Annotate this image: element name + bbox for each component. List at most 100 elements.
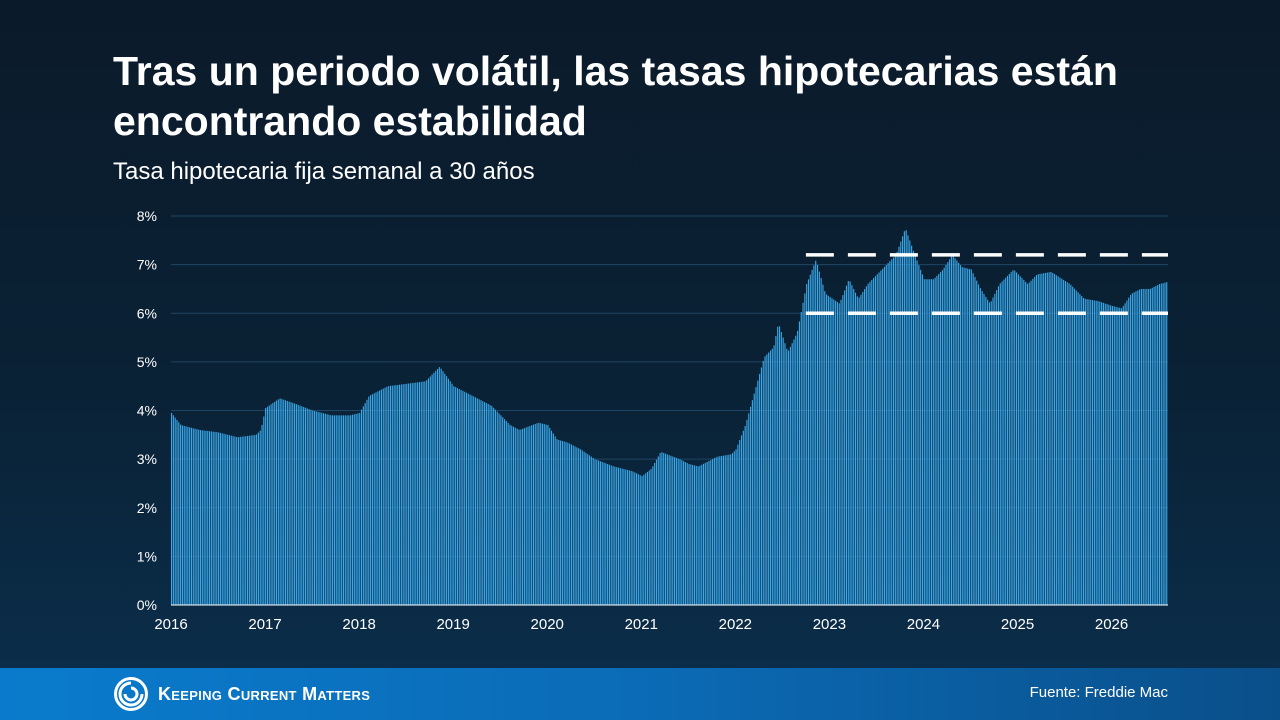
bar [377,391,379,605]
bar [862,291,864,605]
bar [811,270,813,605]
bar [954,258,956,605]
bar [1133,292,1135,605]
bar [883,266,886,605]
bar [429,376,431,605]
bar [867,283,869,605]
bar [639,475,641,605]
bar [344,415,346,605]
bar [199,430,202,605]
bar [892,257,895,605]
bar [1061,278,1063,605]
bar [1139,289,1141,605]
bar [1153,286,1155,605]
bar [529,426,531,605]
bar [464,391,466,605]
bar [864,289,866,605]
bar [474,397,477,605]
bar [909,240,911,605]
bar [726,455,728,605]
bar [1043,273,1045,605]
bar [1081,296,1083,605]
bar [319,412,321,605]
bar [225,434,227,605]
bar [1144,288,1146,605]
bar [1120,308,1123,605]
bar [207,430,209,605]
bar [404,383,406,605]
bar [979,288,981,605]
bar [1108,304,1110,605]
bar [663,452,665,605]
bar [896,251,898,605]
bar [458,388,460,605]
bar [485,403,487,605]
bar [777,326,779,605]
bar [681,460,683,605]
bar [455,387,457,605]
brand-name: Keeping Current Matters [158,683,371,704]
bar [614,466,616,605]
bar [997,286,1000,605]
bar [930,279,933,605]
bar [1072,286,1074,605]
bar [733,451,735,605]
bar [721,455,723,605]
bar [187,426,189,605]
bar [283,399,285,605]
bar [471,395,473,605]
bar [531,425,533,605]
bar [536,423,538,605]
bar [626,469,629,605]
bar [1104,303,1106,605]
bar [386,386,388,605]
bar [469,394,471,605]
bar [263,416,265,605]
bar [750,406,752,605]
bar [326,414,328,605]
bar [795,335,797,605]
bar [491,406,493,605]
bar [876,274,878,605]
bar [554,436,556,605]
bar [634,472,636,605]
bar [961,267,963,605]
bar [840,299,842,605]
bar [958,262,960,605]
bar [697,466,699,605]
bar [574,446,576,605]
y-tick-label: 2% [137,500,157,516]
bar [315,411,317,605]
bar [364,403,366,605]
bar [516,428,518,605]
bar [1124,303,1126,605]
bar [645,473,647,605]
bar [1086,299,1088,605]
bar [243,436,245,605]
bar [950,256,952,605]
bar [194,428,196,605]
bar [339,415,341,605]
bar [281,399,283,605]
bar [692,464,694,605]
bar [371,394,373,605]
bar [1106,304,1108,605]
bar [346,415,348,605]
bar [1146,288,1148,605]
bar [891,259,893,605]
bar [465,392,468,605]
bar [1059,277,1061,605]
bar [384,387,386,605]
bar [1006,275,1009,605]
bar [911,245,913,605]
bar [245,436,247,605]
bar [1054,274,1056,605]
bar [1093,300,1095,605]
bar [1130,294,1132,605]
bar [478,399,480,605]
bar [898,246,900,606]
bar [522,428,524,605]
bar [275,400,278,605]
bar [856,296,858,605]
bar [974,276,976,605]
